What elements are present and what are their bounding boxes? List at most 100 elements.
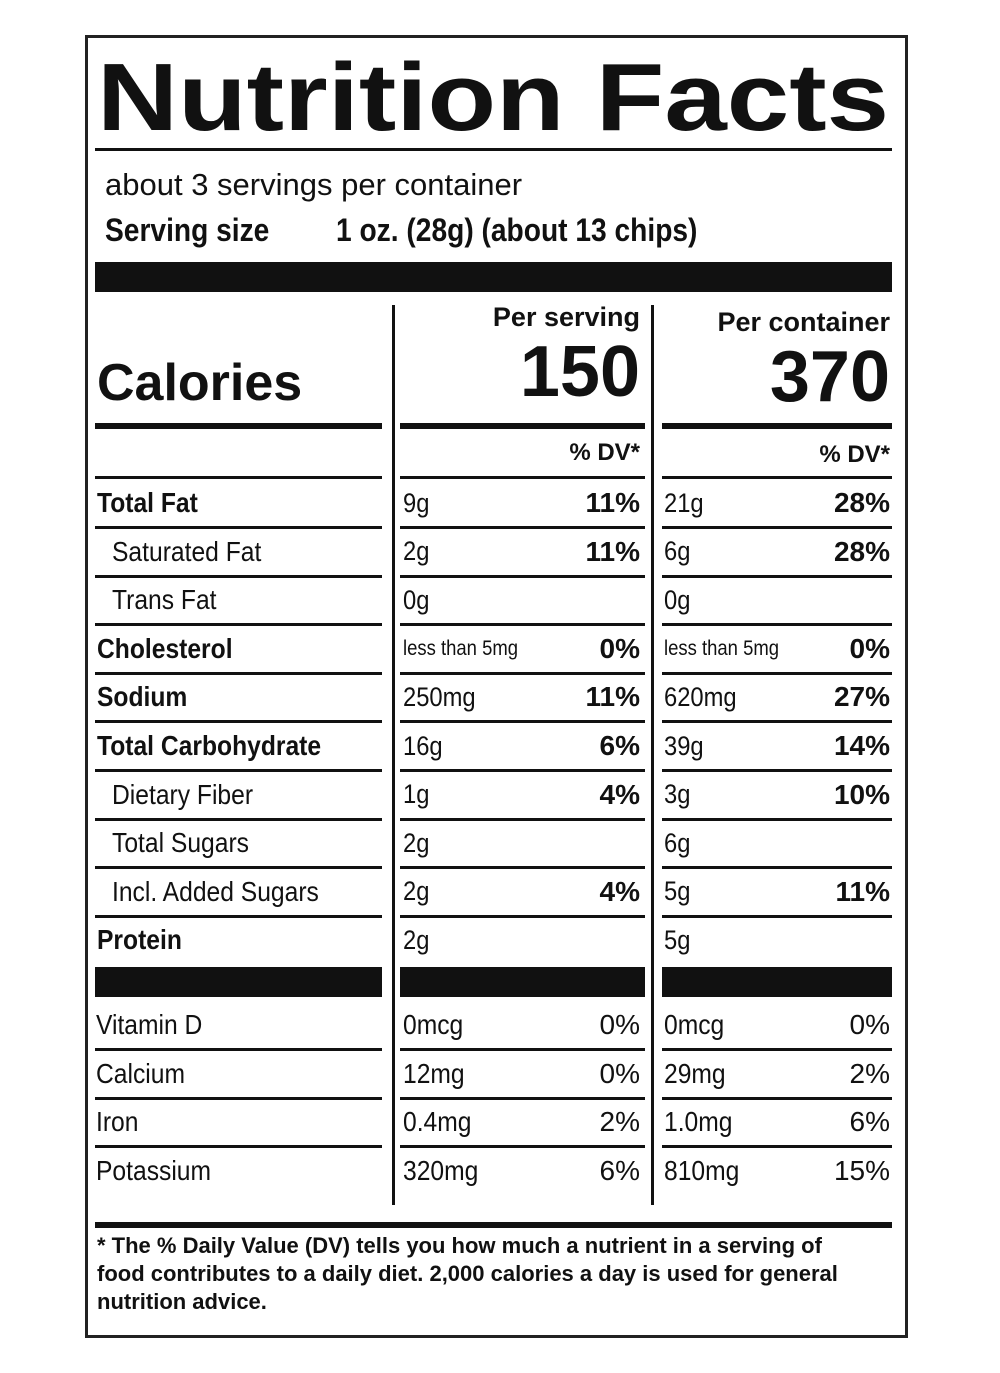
calories-value: 370 [769, 337, 890, 417]
rule [662, 866, 892, 870]
amount: 2g [403, 924, 430, 955]
rule [662, 817, 892, 821]
thick-bar [400, 967, 645, 997]
rule [400, 476, 645, 479]
rule [95, 720, 382, 724]
daily-value: 27% [833, 681, 890, 713]
rule [95, 148, 892, 151]
rule [400, 866, 645, 870]
amount: 810mg [664, 1154, 740, 1186]
nutrient-name: Cholesterol [97, 632, 233, 664]
rule [95, 1096, 382, 1100]
rule [95, 1222, 892, 1228]
vitamin-name: Potassium [96, 1154, 212, 1186]
title-box: Nutrition Facts [97, 48, 889, 148]
title: Nutrition Facts [97, 48, 889, 148]
daily-value: 0% [849, 1009, 890, 1040]
daily-value: 11% [585, 535, 641, 567]
amount: 16g [403, 730, 443, 761]
daily-value: 0% [599, 1009, 640, 1040]
daily-value: 6% [599, 730, 640, 761]
rule [95, 423, 382, 429]
rule [662, 671, 892, 675]
daily-value: 0% [849, 632, 890, 664]
rule [95, 671, 382, 675]
nutrient-name: Protein [97, 924, 182, 956]
amount: 2g [403, 827, 430, 858]
rule [400, 1048, 645, 1051]
daily-value: 10% [833, 778, 890, 810]
dv-header: % DV* [569, 439, 640, 466]
daily-value: 6% [599, 1154, 640, 1186]
amount: 29mg [664, 1057, 726, 1089]
amount: less than 5mg [664, 637, 780, 661]
column-header: Per serving [492, 301, 640, 332]
daily-value: 6% [849, 1106, 890, 1137]
amount: 5g [664, 876, 691, 907]
rule [662, 914, 892, 918]
amount: 6g [664, 827, 691, 858]
amount: 39g [664, 730, 704, 761]
rule [662, 574, 892, 578]
calories-label: Calories [97, 354, 303, 412]
amount: 6g [664, 536, 691, 567]
amount: 21g [664, 487, 704, 518]
rule [662, 623, 892, 627]
nutrient-name: Total Carbohydrate [97, 730, 322, 761]
amount: 0.4mg [403, 1106, 472, 1137]
rule [662, 423, 892, 429]
rule [95, 1145, 382, 1148]
rule [662, 720, 892, 724]
daily-value: 0% [599, 1057, 640, 1089]
daily-value: 2% [599, 1106, 640, 1137]
nutrient-name: Incl. Added Sugars [112, 875, 319, 907]
rule [95, 1048, 382, 1051]
vitamin-name: Iron [96, 1106, 139, 1137]
rule [662, 526, 892, 529]
daily-value: 0% [599, 632, 640, 664]
rule [95, 817, 382, 821]
thick-bar [95, 262, 892, 292]
rule [95, 476, 382, 479]
daily-value: 15% [833, 1154, 890, 1186]
rule [400, 623, 645, 627]
amount: 250mg [403, 681, 476, 712]
daily-value: 28% [833, 535, 890, 567]
rule [95, 623, 382, 627]
rule [662, 1048, 892, 1051]
amount: 0mcg [403, 1009, 464, 1040]
amount: 3g [664, 779, 691, 810]
amount: 0g [664, 584, 691, 615]
nutrition-label [85, 35, 908, 1338]
amount: 320mg [403, 1154, 479, 1186]
nutrient-name: Saturated Fat [112, 535, 262, 567]
daily-value: 4% [599, 778, 640, 810]
rule [662, 1096, 892, 1100]
rule [400, 720, 645, 724]
rule [400, 817, 645, 821]
amount: 2g [403, 536, 430, 567]
rule [662, 769, 892, 772]
daily-value: 11% [585, 487, 641, 518]
daily-value: 28% [833, 487, 890, 518]
rule [400, 574, 645, 578]
calories-value: 150 [519, 332, 640, 412]
rule [95, 574, 382, 578]
rule [95, 914, 382, 918]
rule [400, 423, 645, 429]
rule [95, 526, 382, 529]
serving-size-value: 1 oz. (28g) (about 13 chips) [336, 212, 698, 248]
vitamin-name: Vitamin D [96, 1009, 203, 1040]
rule [400, 526, 645, 529]
rule [400, 1096, 645, 1100]
daily-value: 4% [599, 875, 640, 907]
amount: 1.0mg [664, 1106, 733, 1137]
daily-value: 11% [585, 681, 641, 713]
rule [400, 671, 645, 675]
daily-value: 2% [849, 1057, 890, 1089]
amount: 0g [403, 584, 430, 615]
rule [662, 1145, 892, 1148]
thick-bar [662, 967, 892, 997]
daily-value: 11% [835, 875, 891, 907]
serving-size-label: Serving size [105, 212, 270, 248]
